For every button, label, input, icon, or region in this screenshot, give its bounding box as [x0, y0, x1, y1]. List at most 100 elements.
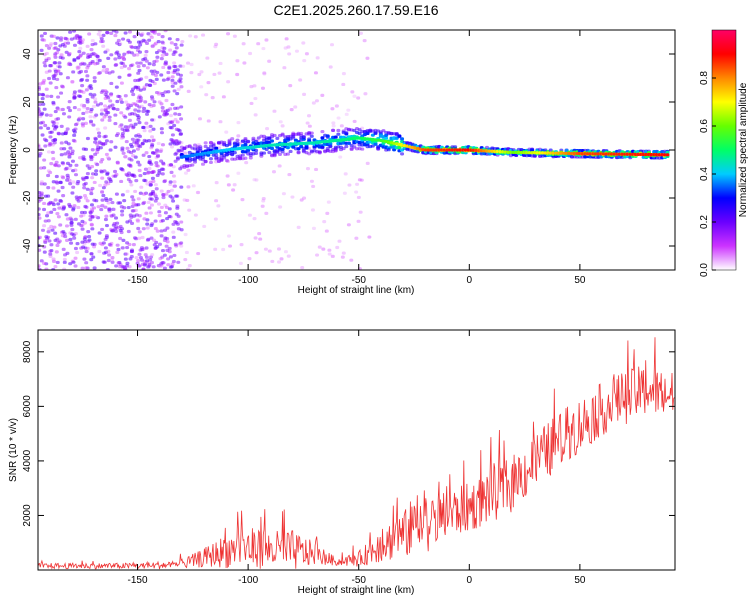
- spectrogram-cell: [148, 33, 153, 37]
- spectrogram-cell: [365, 131, 370, 136]
- spectrogram-cell: [148, 124, 153, 128]
- spectrogram-cell: [49, 162, 54, 166]
- spectrogram-cell: [354, 236, 359, 240]
- spectrogram-cell: [160, 248, 165, 253]
- spectrogram-cell: [307, 114, 312, 118]
- spectrogram-cell: [260, 86, 265, 90]
- spectrogram-cell: [137, 68, 142, 73]
- spectrogram-cell: [39, 34, 44, 38]
- spectrogram-cell: [67, 155, 72, 159]
- spectrogram-cell: [77, 94, 82, 98]
- spectrogram-cell: [97, 58, 102, 63]
- spectrogram-cell: [143, 100, 148, 104]
- spectrogram-cell: [71, 169, 76, 173]
- spectrogram-cell: [283, 250, 288, 254]
- spectrogram-cell: [38, 265, 41, 269]
- spectrogram-cell: [40, 96, 45, 101]
- spectrogram-cell: [89, 48, 94, 52]
- spectrogram-cell: [341, 251, 346, 255]
- spectrogram-cell: [103, 237, 108, 241]
- spectrogram-cell: [122, 52, 127, 56]
- spectrogram-cell: [134, 256, 139, 260]
- spectrogram-cell: [125, 103, 130, 107]
- spectrogram-cell: [168, 180, 173, 184]
- spectrogram-cell: [136, 203, 141, 207]
- spectrogram-cell: [52, 225, 57, 229]
- spectrogram-cell: [123, 252, 128, 256]
- spectrogram-cell: [136, 138, 141, 142]
- spectrogram-cell: [160, 93, 165, 98]
- spectrogram-cell: [315, 56, 320, 60]
- spectrogram-cell: [142, 128, 147, 133]
- spectrogram-cell: [150, 118, 155, 122]
- spectrogram-cell: [60, 185, 65, 190]
- spectrogram-cell: [135, 147, 140, 151]
- spectrogram-cell: [85, 74, 90, 78]
- spectrogram-cell: [88, 218, 93, 222]
- spectrogram-cell: [148, 83, 153, 87]
- spectrogram-cell: [77, 89, 82, 93]
- spectrogram-cell: [147, 62, 152, 66]
- spectrogram-cell: [136, 64, 141, 69]
- spectrogram-cell: [160, 255, 165, 259]
- spectrogram-cell: [49, 94, 54, 98]
- spectrogram-cell: [40, 133, 45, 137]
- spectrogram-cell: [48, 142, 53, 146]
- spectrogram-cell: [38, 144, 41, 148]
- spectrogram-cell: [64, 166, 69, 170]
- spectrogram-cell: [131, 154, 136, 158]
- spectrogram-cell: [60, 161, 65, 165]
- spectrogram-cell: [221, 95, 226, 99]
- spectrogram-cell: [61, 206, 66, 210]
- spectrogram-cell: [119, 61, 124, 65]
- spectrogram-cell: [132, 236, 137, 240]
- spectrogram-cell: [262, 151, 267, 155]
- spectrogram-cell: [133, 122, 138, 126]
- spectrogram-cell: [38, 85, 41, 89]
- spectrogram-cell: [180, 39, 185, 44]
- spectrogram-cell: [199, 70, 204, 74]
- spectrogram-cell: [328, 65, 333, 69]
- spectrogram-cell: [159, 102, 164, 106]
- spectrogram-cell: [77, 54, 82, 59]
- spectrogram-cell: [88, 115, 93, 119]
- spectrogram-cell: [284, 37, 289, 41]
- spectrogram-cell: [147, 166, 152, 171]
- spectrogram-cell: [175, 206, 180, 210]
- spectrogram-cell: [106, 96, 111, 100]
- spectrogram-cell: [136, 115, 141, 119]
- spectrogram-cell: [249, 101, 254, 106]
- spectrogram-cell: [83, 121, 88, 126]
- spectrogram-cell: [73, 173, 78, 177]
- spectrogram-cell: [311, 101, 316, 105]
- spectrogram-cell: [218, 120, 223, 124]
- spectrogram-cell: [54, 174, 59, 179]
- spectrogram-cell: [93, 172, 98, 176]
- spectrogram-cell: [91, 104, 96, 109]
- spectrogram-cell: [80, 219, 85, 224]
- chart-title: C2E1.2025.260.17.59.E16: [273, 2, 438, 18]
- spectrogram-cell: [44, 87, 49, 91]
- spectrogram-cell: [38, 166, 43, 170]
- spectrogram-cell: [101, 260, 106, 264]
- spectrogram-cell: [81, 147, 86, 151]
- spectrogram-cell: [201, 162, 206, 166]
- spectrogram-cell: [60, 42, 65, 47]
- spectrogram-cell: [38, 107, 41, 111]
- spectrogram-cell: [151, 265, 156, 269]
- spectrogram-cell: [54, 250, 59, 254]
- spectrogram-cell: [219, 151, 224, 156]
- spectrogram-cell: [370, 133, 375, 137]
- spectrogram-cell: [157, 92, 162, 96]
- spectrogram-cell: [164, 52, 169, 56]
- spectrogram-cell: [202, 224, 207, 229]
- spectrogram-cell: [161, 78, 166, 82]
- spectrogram-cell: [48, 113, 53, 117]
- spectrogram-cell: [79, 89, 84, 93]
- spectrogram-cell: [58, 223, 63, 227]
- spectrogram-cell: [113, 33, 118, 38]
- spectrogram-cell: [71, 70, 76, 74]
- spectrogram-cell: [71, 233, 76, 237]
- spectrogram-cell: [106, 106, 111, 110]
- spectrogram-cell: [147, 263, 152, 267]
